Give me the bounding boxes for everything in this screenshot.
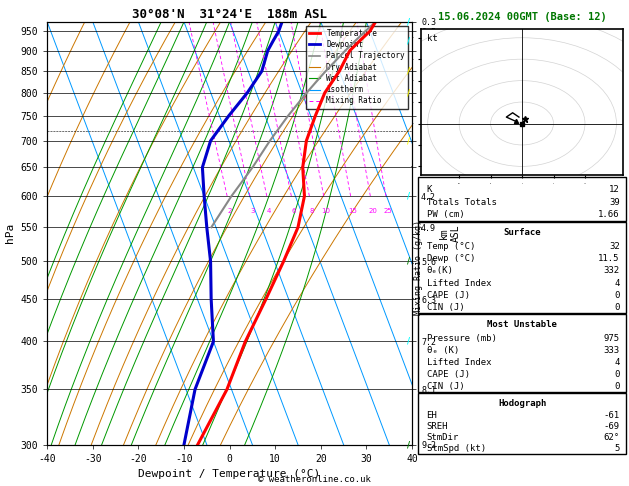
Text: 3: 3: [250, 208, 255, 214]
Text: StmDir: StmDir: [426, 433, 459, 442]
Text: CAPE (J): CAPE (J): [426, 291, 470, 300]
Text: Hodograph: Hodograph: [498, 399, 546, 408]
Text: /: /: [408, 440, 410, 449]
Text: /: /: [408, 136, 410, 145]
Text: K: K: [426, 185, 432, 194]
Text: Pressure (mb): Pressure (mb): [426, 334, 496, 343]
Text: Lifted Index: Lifted Index: [426, 278, 491, 288]
Text: 975: 975: [603, 334, 620, 343]
Y-axis label: km
ASL: km ASL: [439, 225, 460, 242]
Text: 332: 332: [603, 266, 620, 276]
Text: CAPE (J): CAPE (J): [426, 370, 470, 379]
Text: LCL: LCL: [420, 126, 434, 135]
Text: 4: 4: [615, 358, 620, 367]
Text: 8: 8: [309, 208, 314, 214]
Text: /: /: [408, 67, 410, 76]
Text: /: /: [408, 17, 410, 26]
Text: Surface: Surface: [503, 228, 541, 237]
Text: 10: 10: [321, 208, 331, 214]
Text: 25: 25: [384, 208, 392, 214]
Text: 11.5: 11.5: [598, 254, 620, 263]
Text: CIN (J): CIN (J): [426, 303, 464, 312]
Text: Temp (°C): Temp (°C): [426, 242, 475, 251]
Text: StmSpd (kt): StmSpd (kt): [426, 444, 486, 453]
Legend: Temperature, Dewpoint, Parcel Trajectory, Dry Adiabat, Wet Adiabat, Isotherm, Mi: Temperature, Dewpoint, Parcel Trajectory…: [306, 26, 408, 108]
Text: 15: 15: [348, 208, 357, 214]
Text: EH: EH: [426, 411, 437, 420]
Text: 6: 6: [292, 208, 296, 214]
Text: 0: 0: [615, 291, 620, 300]
Text: PW (cm): PW (cm): [426, 210, 464, 219]
Text: kt: kt: [428, 34, 438, 43]
Text: 5: 5: [615, 444, 620, 453]
Text: 2: 2: [228, 208, 232, 214]
Text: -69: -69: [603, 422, 620, 431]
Text: 1.66: 1.66: [598, 210, 620, 219]
Text: /: /: [408, 191, 410, 201]
Text: CIN (J): CIN (J): [426, 382, 464, 391]
Text: 0: 0: [615, 382, 620, 391]
Text: 15.06.2024 00GMT (Base: 12): 15.06.2024 00GMT (Base: 12): [438, 12, 606, 22]
Y-axis label: hPa: hPa: [5, 223, 15, 243]
Text: 12: 12: [609, 185, 620, 194]
Text: /: /: [408, 88, 410, 97]
Text: © weatheronline.co.uk: © weatheronline.co.uk: [258, 474, 371, 484]
Text: Most Unstable: Most Unstable: [487, 320, 557, 330]
Text: θₑ(K): θₑ(K): [426, 266, 454, 276]
Text: -61: -61: [603, 411, 620, 420]
Text: Mixing Ratio (g/kg): Mixing Ratio (g/kg): [414, 220, 423, 315]
Text: 0: 0: [615, 370, 620, 379]
Text: 39: 39: [609, 198, 620, 207]
Text: Dewp (°C): Dewp (°C): [426, 254, 475, 263]
Text: 4: 4: [267, 208, 272, 214]
Text: θₑ (K): θₑ (K): [426, 346, 459, 355]
Text: /: /: [408, 257, 410, 266]
Text: 20: 20: [368, 208, 377, 214]
Text: SREH: SREH: [426, 422, 448, 431]
X-axis label: Dewpoint / Temperature (°C): Dewpoint / Temperature (°C): [138, 469, 321, 479]
Text: Totals Totals: Totals Totals: [426, 198, 496, 207]
Text: Lifted Index: Lifted Index: [426, 358, 491, 367]
Text: 62°: 62°: [603, 433, 620, 442]
Text: 333: 333: [603, 346, 620, 355]
Text: /: /: [408, 337, 410, 346]
Text: 32: 32: [609, 242, 620, 251]
Title: 30°08'N  31°24'E  188m ASL: 30°08'N 31°24'E 188m ASL: [132, 8, 327, 21]
Text: /: /: [408, 36, 410, 45]
Text: 0: 0: [615, 303, 620, 312]
Text: 4: 4: [615, 278, 620, 288]
